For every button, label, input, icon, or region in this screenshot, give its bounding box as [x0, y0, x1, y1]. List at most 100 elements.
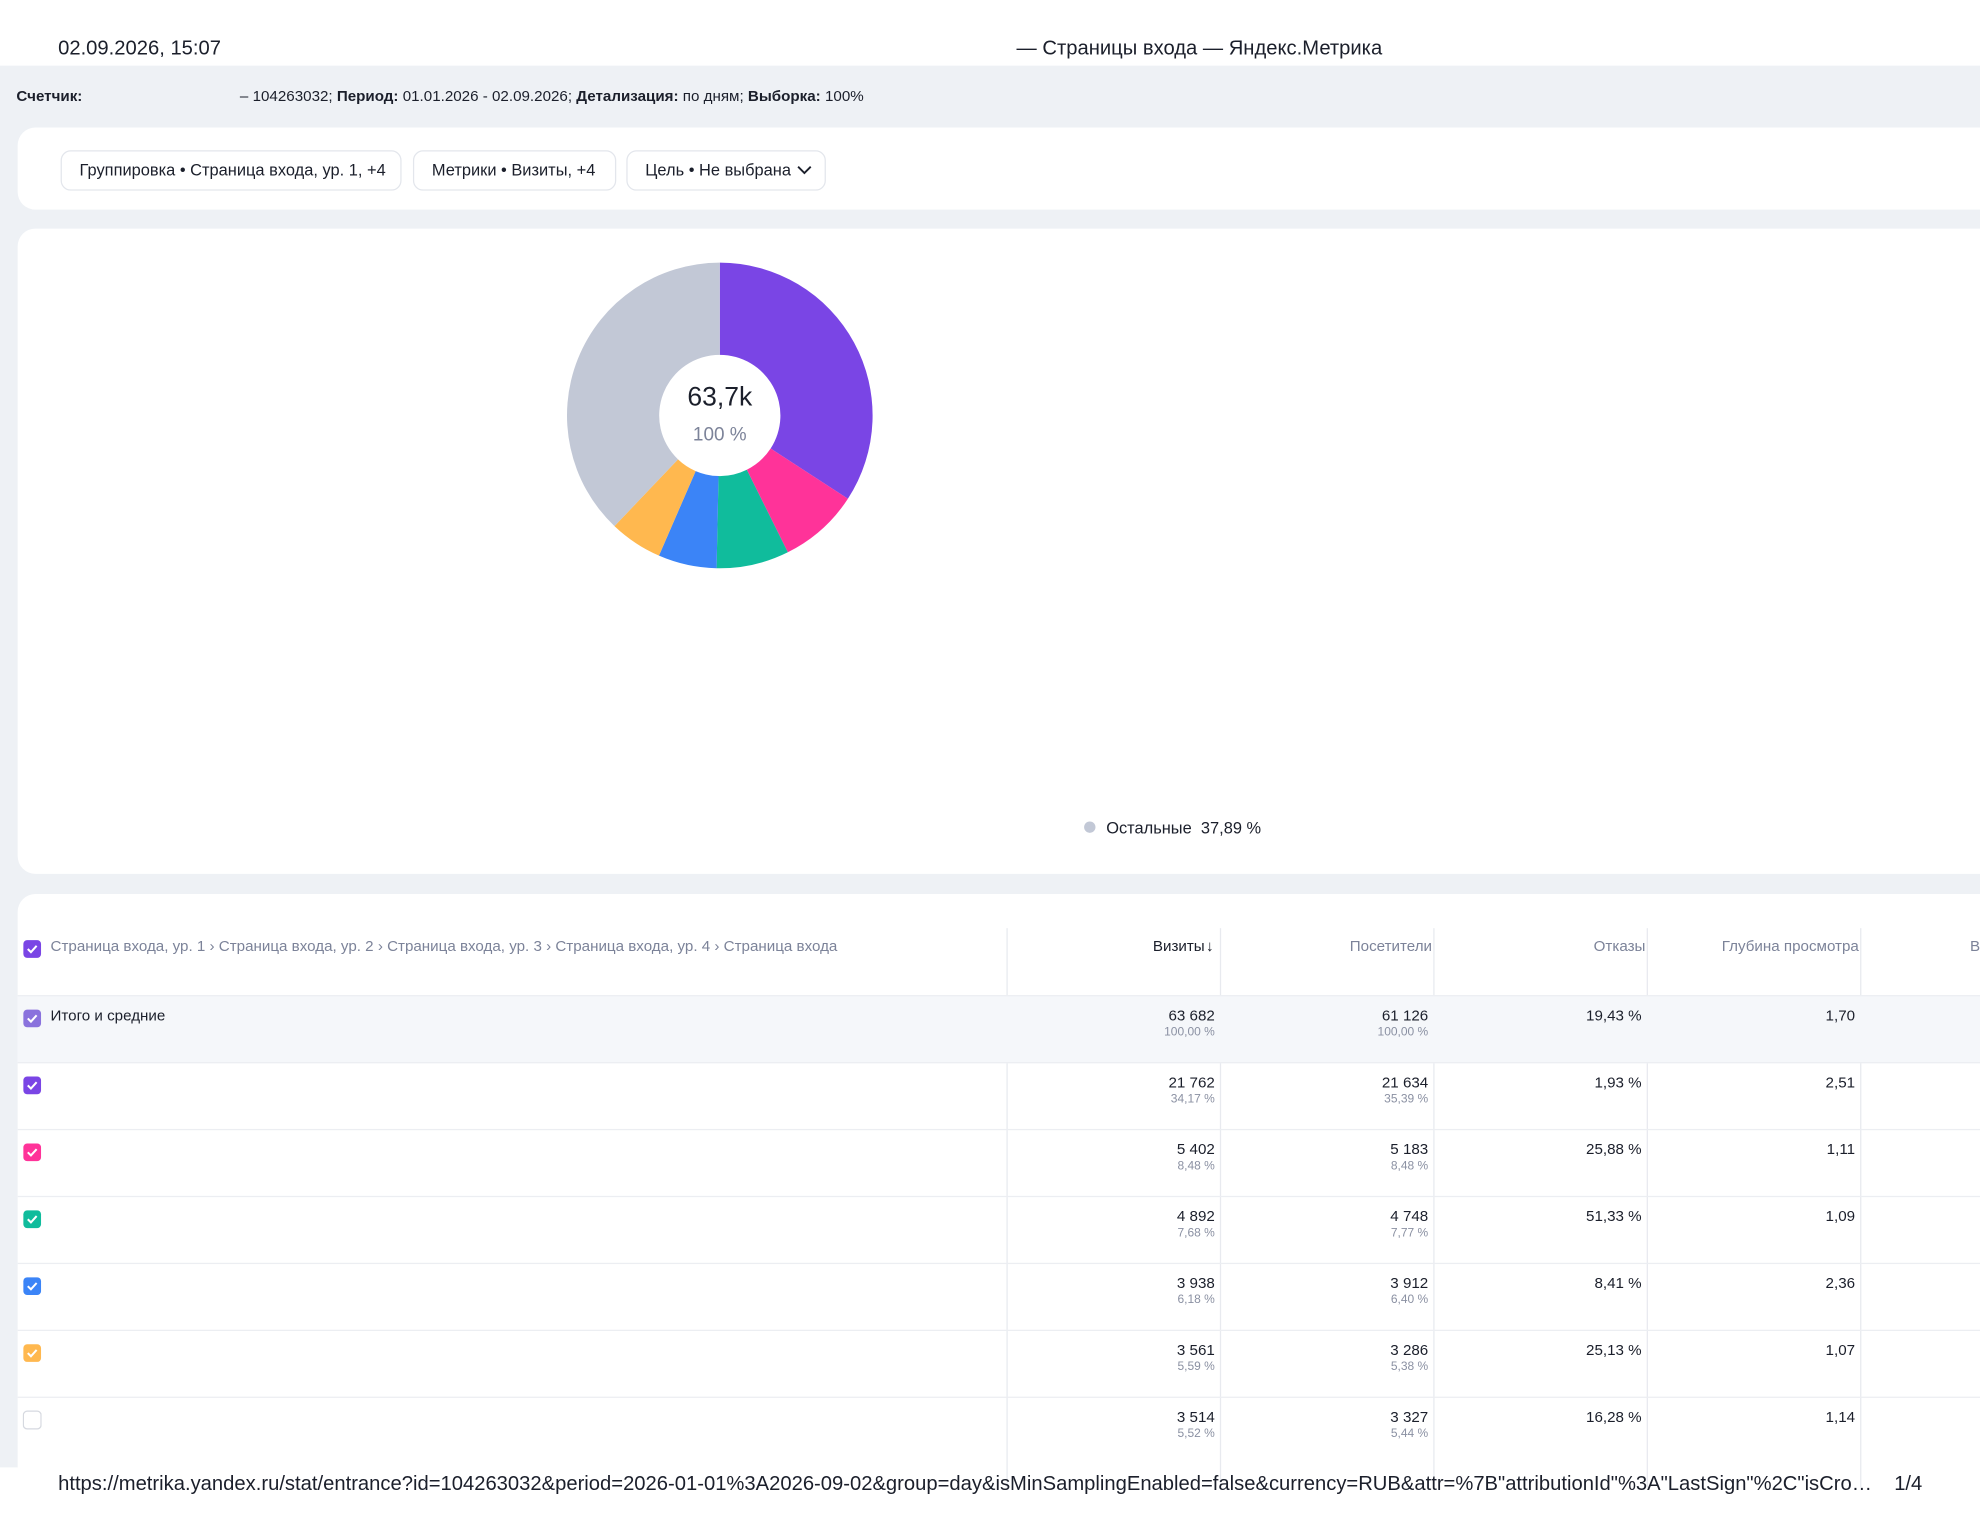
column-header[interactable]: Посетители [1349, 936, 1433, 955]
legend-label: Остальные [1106, 819, 1192, 837]
checkbox[interactable] [23, 1076, 42, 1095]
visits-share: 7,68 % [1177, 1226, 1215, 1241]
visitors-share: 7,77 % [1390, 1226, 1429, 1241]
table-row: 21 762 34,17 % 21 634 35,39 % 1,93 % 2,51 [17, 1062, 1980, 1130]
column-divider [1006, 928, 1008, 1488]
filter-button[interactable]: Метрики • Визиты, +4 [412, 150, 617, 191]
visits: 4 892 [1176, 1207, 1215, 1225]
detail-label: Детализация: [576, 87, 679, 105]
checkbox-box [23, 1210, 42, 1229]
visitors-share: 5,44 % [1390, 1426, 1429, 1441]
visits: 21 762 [1168, 1073, 1215, 1092]
page-depth: 2,51 [1825, 1073, 1856, 1092]
visitors: 3 286 [1390, 1341, 1429, 1359]
filter-button[interactable]: Группировка • Страница входа, ур. 1, +4 [60, 150, 402, 191]
filter-text: Цель • Не выбрана [645, 160, 791, 180]
filter-button[interactable]: Цель • Не выбрана [626, 150, 826, 191]
table-row: 4 892 7,68 % 4 748 7,77 % 51,33 % 1,09 [17, 1195, 1980, 1264]
column-divider [1219, 928, 1222, 1488]
checkbox-tick [27, 1215, 38, 1224]
checkbox[interactable] [23, 1009, 42, 1028]
page-depth: 1,11 [1826, 1140, 1856, 1158]
column-header[interactable]: Глубина просмотра [1721, 936, 1859, 955]
visitors-share: 5,38 % [1390, 1360, 1429, 1374]
print-title: — Страницы входа — Яндекс.Метрика [1016, 37, 1383, 60]
checkbox-box [23, 1143, 42, 1162]
page-depth: 1,14 [1825, 1408, 1856, 1426]
bounce-rate: 16,28 % [1586, 1408, 1642, 1426]
checkbox-box [22, 1410, 42, 1430]
chevron-icon [797, 166, 812, 175]
visits-share: 100,00 % [1164, 1025, 1215, 1040]
visitors-share: 35,39 % [1384, 1092, 1429, 1107]
pie-slice [566, 262, 720, 527]
table-row: 3 561 5,59 % 3 286 5,38 % 25,13 % 1,07 [17, 1329, 1980, 1398]
pie-slice [746, 448, 848, 553]
visits-share: 6,18 % [1177, 1293, 1215, 1307]
visitors: 4 748 [1390, 1207, 1429, 1225]
bounce-rate: 51,33 % [1586, 1207, 1642, 1225]
visits: 5 402 [1176, 1140, 1215, 1158]
checkbox-tick [27, 945, 38, 954]
column-header: В [1969, 936, 1980, 955]
bounce-rate: 25,13 % [1586, 1341, 1642, 1359]
visitors: 21 634 [1381, 1073, 1429, 1092]
bounce-rate: 19,43 % [1586, 1006, 1642, 1025]
checkbox-tick [27, 1148, 38, 1157]
bounce-rate: 25,88 % [1586, 1140, 1642, 1158]
filters-card: Группировка • Страница входа, ур. 1, +4 … [17, 127, 1980, 210]
visitors-share: 8,48 % [1390, 1159, 1429, 1174]
checkbox-box [23, 1344, 42, 1362]
visits: 3 561 [1176, 1341, 1215, 1359]
page-depth: 1,09 [1825, 1207, 1856, 1225]
checkbox[interactable] [23, 1210, 42, 1229]
table-card: Страница входа, ур. 1 › Страница входа, … [17, 894, 1980, 1488]
counter-label: Счетчик: [16, 87, 83, 105]
column-header: Страница входа, ур. 1 › Страница входа, … [50, 936, 838, 955]
legend-value: 37,89 % [1201, 819, 1261, 837]
sort-arrow: ↓ [1205, 936, 1214, 955]
page-depth: 2,36 [1825, 1274, 1856, 1292]
counter: – 104263032; [239, 87, 333, 105]
visitors-share: 100,00 % [1377, 1025, 1429, 1040]
visitors: 3 327 [1390, 1408, 1429, 1426]
total-row: Итого и средние 63 682 100,00 % 61 126 100,0… [17, 995, 1980, 1064]
checkbox[interactable] [23, 1344, 42, 1363]
checkbox[interactable] [23, 940, 42, 959]
checkbox-tick [27, 1081, 38, 1091]
chart-card: 63,7k 100 % Остальные 37,89 % [17, 228, 1980, 874]
checkbox-tick [27, 1014, 38, 1024]
column-divider [1860, 928, 1862, 1488]
checkbox-box [23, 1277, 42, 1296]
print-url: https://metrika.yandex.ru/stat/entrance?… [58, 1473, 1872, 1496]
column-header[interactable]: Отказы [1593, 936, 1646, 955]
checkbox[interactable] [23, 1277, 42, 1296]
content-area: Счетчик: – 104263032; Период: 01.01.2026… [0, 65, 1980, 1488]
pie-slice [614, 459, 696, 556]
center-share: 100 % [693, 425, 747, 446]
print-datetime: 02.09.2026, 15:07 [58, 37, 222, 60]
pie-slice [716, 469, 788, 569]
print-page-number: 1/4 [1894, 1473, 1923, 1496]
table-row: 3 514 5,52 % 3 327 5,44 % 16,28 % 1,14 [17, 1396, 1980, 1465]
visits: 63 682 [1168, 1006, 1215, 1025]
bounce-rate: 1,93 % [1594, 1073, 1642, 1092]
table-row: 5 402 8,48 % 5 183 8,48 % 25,88 % 1,11 [17, 1128, 1980, 1197]
column-header[interactable]: Визиты [1152, 936, 1205, 955]
checkbox[interactable] [23, 1143, 42, 1162]
page-depth: 1,07 [1825, 1341, 1856, 1359]
period: 01.01.2026 - 02.09.2026; [402, 87, 573, 105]
pie-slice [658, 471, 719, 569]
period-label: Период: [336, 87, 399, 105]
visits-share: 34,17 % [1170, 1092, 1215, 1107]
checkbox-box [23, 940, 42, 958]
checkbox[interactable] [22, 1410, 42, 1430]
visits: 3 938 [1176, 1274, 1215, 1292]
bounce-rate: 8,41 % [1594, 1274, 1642, 1292]
visits-share: 8,48 % [1177, 1159, 1215, 1174]
report-info: Счетчик: [16, 87, 82, 105]
detail: по дням; [682, 87, 744, 105]
checkbox-box [23, 1009, 42, 1028]
